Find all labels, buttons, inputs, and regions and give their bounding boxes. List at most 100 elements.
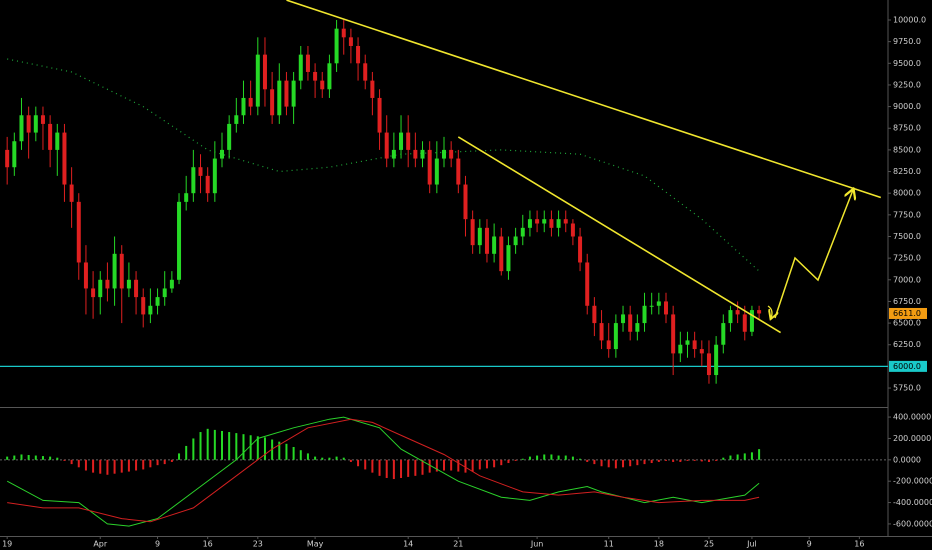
candle-body: [91, 288, 96, 298]
candle-body: [406, 132, 411, 150]
candle-body: [5, 149, 10, 168]
candle-body: [169, 279, 174, 289]
candle-body: [606, 340, 611, 350]
histogram-bar: [170, 459, 173, 462]
histogram-bar: [650, 459, 653, 464]
candle-body: [685, 340, 690, 345]
histogram-bar: [700, 459, 703, 462]
last-label: 6611.0: [893, 309, 921, 318]
candle-body: [62, 132, 67, 185]
histogram-bar: [149, 459, 152, 468]
histogram-bar: [206, 428, 209, 460]
histogram-bar: [120, 459, 123, 473]
candle-body: [26, 115, 31, 133]
histogram-bar: [192, 438, 195, 460]
y-tick-label: 5750.0: [893, 384, 921, 393]
histogram-bar: [514, 459, 517, 461]
candle-body: [714, 344, 719, 376]
histogram-bar: [371, 459, 374, 473]
histogram-bar: [743, 453, 746, 460]
candle-body: [757, 310, 762, 314]
histogram-bar: [543, 454, 546, 460]
trendline: [286, 0, 882, 199]
candle-body: [399, 132, 404, 150]
y-tick-label: 8000.0: [893, 189, 921, 198]
histogram-bar: [306, 453, 309, 460]
histogram-bar: [235, 433, 238, 460]
candle-body: [134, 279, 139, 298]
y-tick-label: 9000.0: [893, 102, 921, 111]
x-tick-label: Jun: [530, 540, 544, 549]
histogram-bar: [657, 459, 660, 462]
candle-body: [370, 80, 375, 98]
candle-body: [241, 97, 246, 116]
histogram-bar: [6, 456, 9, 460]
histogram-bar: [256, 436, 259, 460]
y-tick-label: 9250.0: [893, 80, 921, 89]
candle-body: [628, 314, 633, 332]
x-tick-label: Apr: [93, 540, 108, 549]
histogram-bar: [342, 457, 345, 460]
y-tick-label: -600.0000: [893, 519, 932, 528]
candle-body: [463, 184, 468, 220]
histogram-bar: [672, 459, 675, 462]
candle-body: [413, 149, 418, 159]
histogram-bar: [49, 456, 52, 460]
histogram-bar: [299, 450, 302, 460]
candle-body: [313, 71, 318, 81]
histogram-bar: [500, 459, 503, 466]
histogram-bar: [135, 459, 138, 471]
small-arrow: [767, 305, 772, 318]
y-tick-label: -200.0000: [893, 477, 932, 486]
histogram-bar: [328, 457, 331, 460]
histogram-bar: [622, 459, 625, 468]
histogram-bar: [528, 456, 531, 460]
candle-body: [585, 262, 590, 306]
candle-body: [12, 141, 17, 168]
histogram-bar: [400, 459, 403, 478]
histogram-bar: [443, 459, 445, 471]
trendline: [457, 136, 782, 334]
candle-body: [449, 149, 454, 159]
candle-body: [384, 132, 389, 159]
histogram-bar: [686, 459, 689, 461]
candle-body: [255, 54, 260, 107]
y-tick-label: -400.0000: [893, 498, 932, 507]
x-tick-label: 25: [704, 540, 714, 549]
candle-body: [556, 219, 561, 228]
histogram-bar: [550, 454, 553, 460]
candle-body: [728, 310, 733, 324]
histogram-bar: [77, 459, 80, 468]
histogram-bar: [428, 459, 431, 473]
candle-body: [119, 253, 124, 289]
candle-body: [291, 80, 296, 107]
histogram-bar: [586, 459, 589, 462]
candle-body: [205, 175, 210, 194]
histogram-bar: [385, 459, 388, 478]
candle-body: [40, 115, 45, 124]
x-tick-label: 19: [2, 540, 12, 549]
y-tick-label: 9750.0: [893, 37, 921, 46]
histogram-bar: [593, 459, 596, 465]
candle-body: [363, 63, 368, 81]
y-tick-label: 400.0000: [893, 413, 931, 422]
candle-body: [492, 236, 497, 254]
candle-body: [33, 115, 38, 133]
x-tick-label: 23: [253, 540, 263, 549]
histogram-bar: [278, 441, 281, 460]
histogram-bar: [722, 457, 725, 460]
candle-body: [592, 305, 597, 324]
histogram-bar: [478, 459, 481, 470]
candle-body: [320, 80, 325, 90]
candle-body: [305, 54, 310, 72]
histogram-bar: [335, 456, 338, 460]
candle-body: [327, 63, 332, 90]
histogram-bar: [113, 459, 116, 474]
candle-body: [456, 158, 461, 185]
candle-body: [48, 123, 53, 150]
histogram-bar: [27, 455, 30, 460]
histogram-bar: [56, 457, 59, 460]
candle-body: [212, 158, 217, 194]
